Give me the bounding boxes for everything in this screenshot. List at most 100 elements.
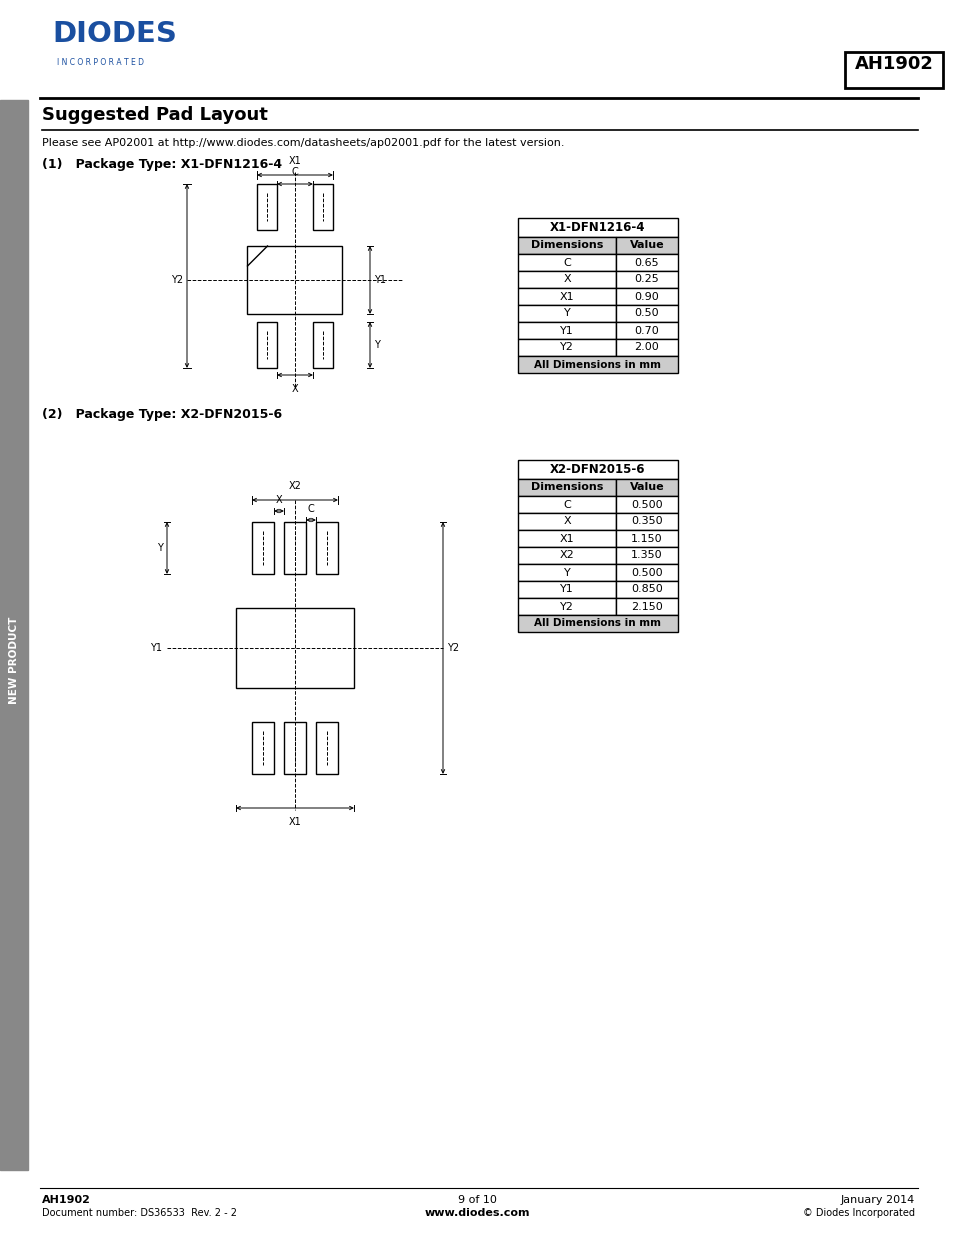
Text: Value: Value [629, 241, 663, 251]
Text: All Dimensions in mm: All Dimensions in mm [534, 359, 660, 369]
Bar [517, 479, 616, 496]
Bar [247, 246, 342, 314]
Bar [0, 100, 28, 1170]
Text: C: C [307, 504, 314, 514]
Text: DIODES: DIODES [52, 20, 176, 48]
Bar [616, 496, 678, 513]
Bar [256, 184, 276, 230]
Text: I N C O R P O R A T E D: I N C O R P O R A T E D [57, 58, 144, 67]
Text: Y2: Y2 [447, 643, 458, 653]
Bar [517, 322, 616, 338]
Text: Y: Y [563, 309, 570, 319]
Text: Y1: Y1 [559, 584, 574, 594]
Text: 0.500: 0.500 [631, 568, 662, 578]
Text: NEW PRODUCT: NEW PRODUCT [9, 616, 19, 704]
Bar [517, 530, 616, 547]
Text: Suggested Pad Layout: Suggested Pad Layout [42, 106, 268, 124]
Bar [616, 305, 678, 322]
Bar [616, 288, 678, 305]
Text: Y2: Y2 [559, 601, 574, 611]
Bar [616, 270, 678, 288]
Text: (2)   Package Type: X2-DFN2015-6: (2) Package Type: X2-DFN2015-6 [42, 408, 282, 421]
Bar [616, 338, 678, 356]
Text: X2: X2 [559, 551, 574, 561]
Text: January 2014: January 2014 [840, 1195, 914, 1205]
Text: Y: Y [374, 340, 379, 350]
Text: X1: X1 [559, 534, 574, 543]
Bar [315, 522, 337, 574]
Text: X2: X2 [288, 480, 301, 492]
Text: 0.350: 0.350 [631, 516, 662, 526]
Text: X: X [275, 495, 282, 505]
Text: 2.150: 2.150 [631, 601, 662, 611]
Bar [517, 254, 616, 270]
Bar [313, 322, 333, 368]
Text: Y2: Y2 [559, 342, 574, 352]
Text: Dimensions: Dimensions [530, 241, 602, 251]
Text: AH1902: AH1902 [42, 1195, 91, 1205]
Bar [284, 722, 306, 774]
Bar [315, 722, 337, 774]
Text: Please see AP02001 at http://www.diodes.com/datasheets/ap02001.pdf for the lates: Please see AP02001 at http://www.diodes.… [42, 138, 564, 148]
Text: 0.850: 0.850 [631, 584, 662, 594]
Bar [616, 237, 678, 254]
Bar [517, 459, 678, 479]
Text: Y1: Y1 [374, 275, 386, 285]
Text: X1: X1 [559, 291, 574, 301]
Text: X: X [292, 384, 298, 394]
Text: X2-DFN2015-6: X2-DFN2015-6 [550, 463, 645, 475]
Bar [616, 530, 678, 547]
Bar [235, 608, 354, 688]
Bar [844, 52, 942, 88]
Bar [313, 184, 333, 230]
Text: Dimensions: Dimensions [530, 483, 602, 493]
Text: 0.25: 0.25 [634, 274, 659, 284]
Bar [252, 722, 274, 774]
Bar [616, 479, 678, 496]
Bar [517, 288, 616, 305]
Bar [517, 219, 678, 237]
Text: All Dimensions in mm: All Dimensions in mm [534, 619, 660, 629]
Text: X: X [562, 516, 570, 526]
Text: www.diodes.com: www.diodes.com [424, 1208, 529, 1218]
Bar [517, 513, 616, 530]
Bar [616, 598, 678, 615]
Bar [517, 598, 616, 615]
Bar [517, 615, 678, 632]
Text: 0.65: 0.65 [634, 258, 659, 268]
Bar [616, 547, 678, 564]
Bar [284, 522, 306, 574]
Bar [517, 496, 616, 513]
Text: Y1: Y1 [150, 643, 162, 653]
Text: X: X [562, 274, 570, 284]
Text: Y: Y [563, 568, 570, 578]
Text: C: C [562, 258, 570, 268]
Bar [517, 237, 616, 254]
Bar [517, 580, 616, 598]
Text: 9 of 10: 9 of 10 [457, 1195, 496, 1205]
Text: © Diodes Incorporated: © Diodes Incorporated [802, 1208, 914, 1218]
Text: C: C [562, 499, 570, 510]
Bar [616, 322, 678, 338]
Text: Y1: Y1 [559, 326, 574, 336]
Bar [517, 270, 616, 288]
Bar [616, 564, 678, 580]
Text: (1)   Package Type: X1-DFN1216-4: (1) Package Type: X1-DFN1216-4 [42, 158, 282, 170]
Text: Value: Value [629, 483, 663, 493]
Bar [616, 254, 678, 270]
Text: 0.50: 0.50 [634, 309, 659, 319]
Text: C: C [292, 167, 298, 177]
Text: 0.90: 0.90 [634, 291, 659, 301]
Text: X1-DFN1216-4: X1-DFN1216-4 [550, 221, 645, 233]
Text: 0.500: 0.500 [631, 499, 662, 510]
Bar [256, 322, 276, 368]
Text: Y2: Y2 [171, 275, 183, 285]
Bar [252, 522, 274, 574]
Text: AH1902: AH1902 [854, 56, 932, 73]
Bar [616, 580, 678, 598]
Text: 1.350: 1.350 [631, 551, 662, 561]
Text: X1: X1 [289, 156, 301, 165]
Bar [517, 356, 678, 373]
Bar [517, 338, 616, 356]
Bar [616, 513, 678, 530]
